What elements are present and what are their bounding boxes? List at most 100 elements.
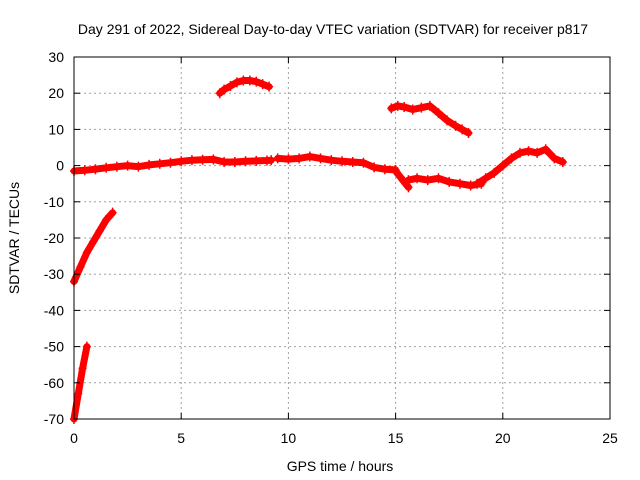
data-point xyxy=(252,155,261,166)
data-point xyxy=(82,341,91,352)
y-tick-label: 10 xyxy=(48,121,64,137)
data-point xyxy=(89,236,98,247)
x-tick-label: 0 xyxy=(70,430,78,446)
data-point xyxy=(524,146,533,157)
data-series-p817 xyxy=(70,75,567,424)
data-point xyxy=(80,165,89,176)
data-point xyxy=(400,101,409,112)
x-tick-label: 20 xyxy=(495,430,511,446)
data-point xyxy=(265,81,274,92)
y-tick-label: -10 xyxy=(44,194,64,210)
y-tick-label: 20 xyxy=(48,85,64,101)
data-point xyxy=(498,160,507,171)
data-point xyxy=(145,159,154,170)
data-point xyxy=(245,75,254,86)
data-point xyxy=(395,171,404,182)
data-point xyxy=(95,225,104,236)
data-point xyxy=(481,173,490,184)
data-point xyxy=(550,153,559,164)
data-point xyxy=(387,103,396,114)
data-point xyxy=(82,247,91,258)
data-point xyxy=(220,84,229,95)
data-point xyxy=(155,158,164,169)
y-tick-label: -30 xyxy=(44,266,64,282)
data-point xyxy=(295,153,304,164)
data-point xyxy=(198,154,207,165)
data-point xyxy=(187,155,196,166)
data-point xyxy=(134,161,143,172)
data-point xyxy=(166,157,175,168)
data-point xyxy=(434,108,443,119)
data-point xyxy=(558,156,567,167)
data-point xyxy=(209,154,218,165)
data-point xyxy=(74,388,83,399)
data-point xyxy=(515,147,524,158)
data-point xyxy=(284,154,293,165)
data-point xyxy=(108,207,117,218)
grid xyxy=(74,57,610,419)
data-point xyxy=(393,100,402,111)
data-point xyxy=(370,162,379,173)
data-point xyxy=(434,173,443,184)
data-point xyxy=(445,176,454,187)
data-point xyxy=(466,180,475,191)
data-point xyxy=(359,157,368,168)
data-point xyxy=(232,77,241,88)
chart-title: Day 291 of 2022, Sidereal Day-to-day VTE… xyxy=(78,21,588,37)
y-tick-label: 30 xyxy=(48,49,64,65)
data-point xyxy=(91,164,100,175)
data-point xyxy=(451,120,460,131)
y-tick-label: -60 xyxy=(44,375,64,391)
data-point xyxy=(533,147,542,158)
data-point xyxy=(473,178,482,189)
data-point xyxy=(305,151,314,162)
data-point xyxy=(348,156,357,167)
data-trace xyxy=(392,167,412,191)
data-point xyxy=(408,104,417,115)
data-point xyxy=(316,153,325,164)
data-point xyxy=(327,155,336,166)
data-point xyxy=(78,363,87,374)
data-point xyxy=(443,115,452,126)
data-point xyxy=(541,144,550,155)
y-tick-label: -40 xyxy=(44,302,64,318)
data-point xyxy=(455,178,464,189)
data-point xyxy=(102,214,111,225)
data-point xyxy=(252,76,261,87)
axis-ticks: -70 -60 -50 -40 -30 -20 -10 0 10 20 30 0 5 10 15 20 25 xyxy=(44,49,618,446)
data-point xyxy=(230,156,239,167)
data-point xyxy=(391,166,400,177)
data-point xyxy=(458,124,467,135)
y-tick-label: 0 xyxy=(56,158,64,174)
x-tick-label: 5 xyxy=(177,430,185,446)
x-tick-label: 10 xyxy=(281,430,297,446)
data-point xyxy=(425,100,434,111)
data-point xyxy=(241,156,250,167)
data-point xyxy=(464,128,473,139)
data-point xyxy=(404,175,413,186)
x-axis-label: GPS time / hours xyxy=(287,458,394,474)
data-point xyxy=(267,155,276,166)
data-point xyxy=(258,79,267,90)
data-point xyxy=(112,161,121,172)
y-axis-label: SDTVAR / TECUs xyxy=(6,182,22,294)
data-point xyxy=(123,160,132,171)
data-point xyxy=(507,153,516,164)
y-tick-label: -20 xyxy=(44,230,64,246)
y-tick-label: -50 xyxy=(44,339,64,355)
data-point xyxy=(177,156,186,167)
data-point xyxy=(102,162,111,173)
data-trace xyxy=(216,77,273,97)
x-tick-label: 25 xyxy=(602,430,618,446)
data-point xyxy=(220,156,229,167)
data-point xyxy=(423,175,432,186)
data-point xyxy=(490,167,499,178)
data-point xyxy=(380,164,389,175)
data-point xyxy=(273,153,282,164)
y-tick-label: -70 xyxy=(44,411,64,427)
data-point xyxy=(215,88,224,99)
data-point xyxy=(417,102,426,113)
data-point xyxy=(338,156,346,167)
data-point xyxy=(413,173,422,184)
